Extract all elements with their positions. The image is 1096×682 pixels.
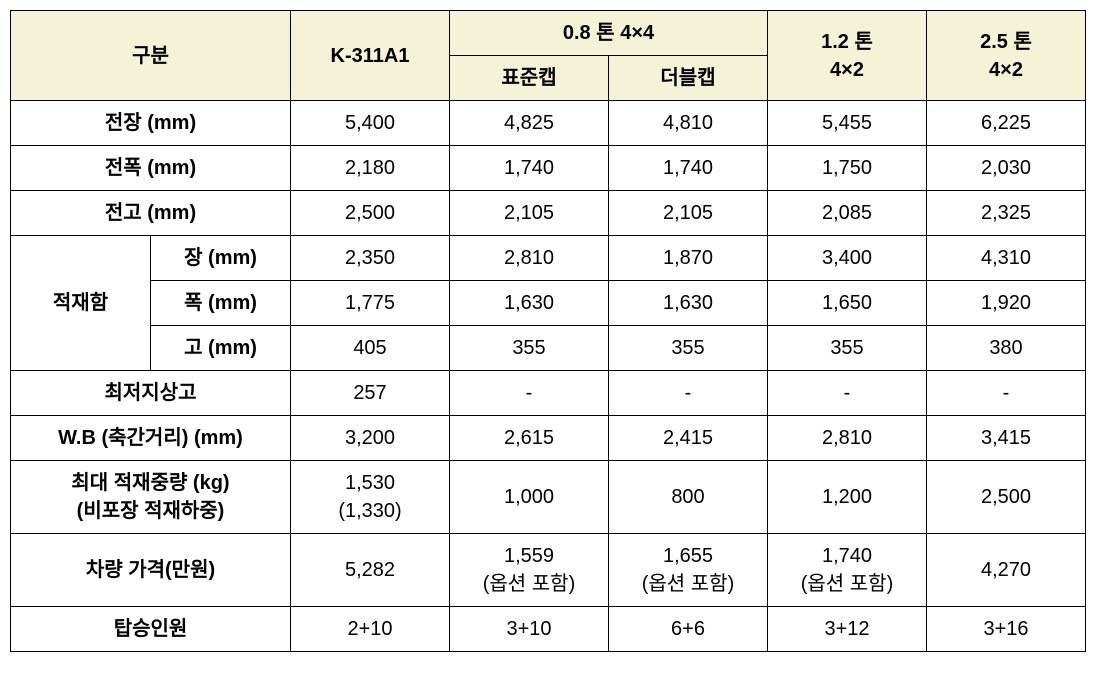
cell: 2,325: [927, 191, 1086, 236]
cell: 3+12: [768, 607, 927, 652]
cell: 1,650: [768, 281, 927, 326]
table-row: 최대 적재중량 (kg) (비포장 적재하중) 1,530 (1,330) 1,…: [11, 461, 1086, 534]
cell: 1,740: [609, 146, 768, 191]
cell: -: [768, 371, 927, 416]
cell: 380: [927, 326, 1086, 371]
row-label-ground: 최저지상고: [11, 371, 291, 416]
row-label-cargo-h: 고 (mm): [151, 326, 291, 371]
cell: -: [609, 371, 768, 416]
cell: 3,400: [768, 236, 927, 281]
cell: 1,920: [927, 281, 1086, 326]
header-row-1: 구분 K-311A1 0.8 톤 4×4 1.2 톤 4×2 2.5 톤 4×2: [11, 11, 1086, 56]
cell: 1,740: [450, 146, 609, 191]
row-label-maxload: 최대 적재중량 (kg) (비포장 적재하중): [11, 461, 291, 534]
cell: 2+10: [291, 607, 450, 652]
cell: 5,455: [768, 101, 927, 146]
table-row: 전폭 (mm) 2,180 1,740 1,740 1,750 2,030: [11, 146, 1086, 191]
row-label-cargo-w: 폭 (mm): [151, 281, 291, 326]
cell: 2,500: [927, 461, 1086, 534]
cell: 2,615: [450, 416, 609, 461]
row-label-cargo-l: 장 (mm): [151, 236, 291, 281]
cell: 2,030: [927, 146, 1086, 191]
row-label-width: 전폭 (mm): [11, 146, 291, 191]
table-row: 최저지상고 257 - - - -: [11, 371, 1086, 416]
row-label-wb: W.B (축간거리) (mm): [11, 416, 291, 461]
cell: 4,825: [450, 101, 609, 146]
header-25ton: 2.5 톤 4×2: [927, 11, 1086, 101]
table-row: 전장 (mm) 5,400 4,825 4,810 5,455 6,225: [11, 101, 1086, 146]
cell: 1,630: [609, 281, 768, 326]
cell: 355: [450, 326, 609, 371]
cell: 2,415: [609, 416, 768, 461]
cell: -: [450, 371, 609, 416]
cell: 355: [609, 326, 768, 371]
table-row: W.B (축간거리) (mm) 3,200 2,615 2,415 2,810 …: [11, 416, 1086, 461]
cell: 1,559 (옵션 포함): [450, 534, 609, 607]
cell: 3+16: [927, 607, 1086, 652]
cell: -: [927, 371, 1086, 416]
table-row: 폭 (mm) 1,775 1,630 1,630 1,650 1,920: [11, 281, 1086, 326]
cell: 800: [609, 461, 768, 534]
cell: 1,655 (옵션 포함): [609, 534, 768, 607]
cell: 1,630: [450, 281, 609, 326]
table-row: 탑승인원 2+10 3+10 6+6 3+12 3+16: [11, 607, 1086, 652]
cell: 2,810: [768, 416, 927, 461]
header-k311a1: K-311A1: [291, 11, 450, 101]
header-std-cab: 표준캡: [450, 56, 609, 101]
cell: 2,180: [291, 146, 450, 191]
header-12ton: 1.2 톤 4×2: [768, 11, 927, 101]
cell: 3,200: [291, 416, 450, 461]
cell: 3+10: [450, 607, 609, 652]
cell: 6,225: [927, 101, 1086, 146]
cell: 2,350: [291, 236, 450, 281]
cell: 1,200: [768, 461, 927, 534]
header-category: 구분: [11, 11, 291, 101]
cell: 1,000: [450, 461, 609, 534]
cell: 2,085: [768, 191, 927, 236]
row-label-seat: 탑승인원: [11, 607, 291, 652]
row-label-height: 전고 (mm): [11, 191, 291, 236]
cell: 1,750: [768, 146, 927, 191]
spec-table: 구분 K-311A1 0.8 톤 4×4 1.2 톤 4×2 2.5 톤 4×2…: [10, 10, 1086, 652]
cell: 355: [768, 326, 927, 371]
cell: 2,500: [291, 191, 450, 236]
row-label-length: 전장 (mm): [11, 101, 291, 146]
cell: 1,740 (옵션 포함): [768, 534, 927, 607]
table-row: 적재함 장 (mm) 2,350 2,810 1,870 3,400 4,310: [11, 236, 1086, 281]
header-dbl-cab: 더블캡: [609, 56, 768, 101]
cell: 1,530 (1,330): [291, 461, 450, 534]
cell: 6+6: [609, 607, 768, 652]
cell: 4,810: [609, 101, 768, 146]
row-label-price: 차량 가격(만원): [11, 534, 291, 607]
cell: 2,810: [450, 236, 609, 281]
cell: 1,870: [609, 236, 768, 281]
table-row: 전고 (mm) 2,500 2,105 2,105 2,085 2,325: [11, 191, 1086, 236]
cell: 257: [291, 371, 450, 416]
cell: 405: [291, 326, 450, 371]
cell: 4,310: [927, 236, 1086, 281]
table-row: 고 (mm) 405 355 355 355 380: [11, 326, 1086, 371]
cell: 2,105: [609, 191, 768, 236]
cell: 2,105: [450, 191, 609, 236]
cell: 3,415: [927, 416, 1086, 461]
header-08ton: 0.8 톤 4×4: [450, 11, 768, 56]
cell: 4,270: [927, 534, 1086, 607]
cell: 5,282: [291, 534, 450, 607]
table-row: 차량 가격(만원) 5,282 1,559 (옵션 포함) 1,655 (옵션 …: [11, 534, 1086, 607]
row-label-cargo-group: 적재함: [11, 236, 151, 371]
cell: 1,775: [291, 281, 450, 326]
cell: 5,400: [291, 101, 450, 146]
